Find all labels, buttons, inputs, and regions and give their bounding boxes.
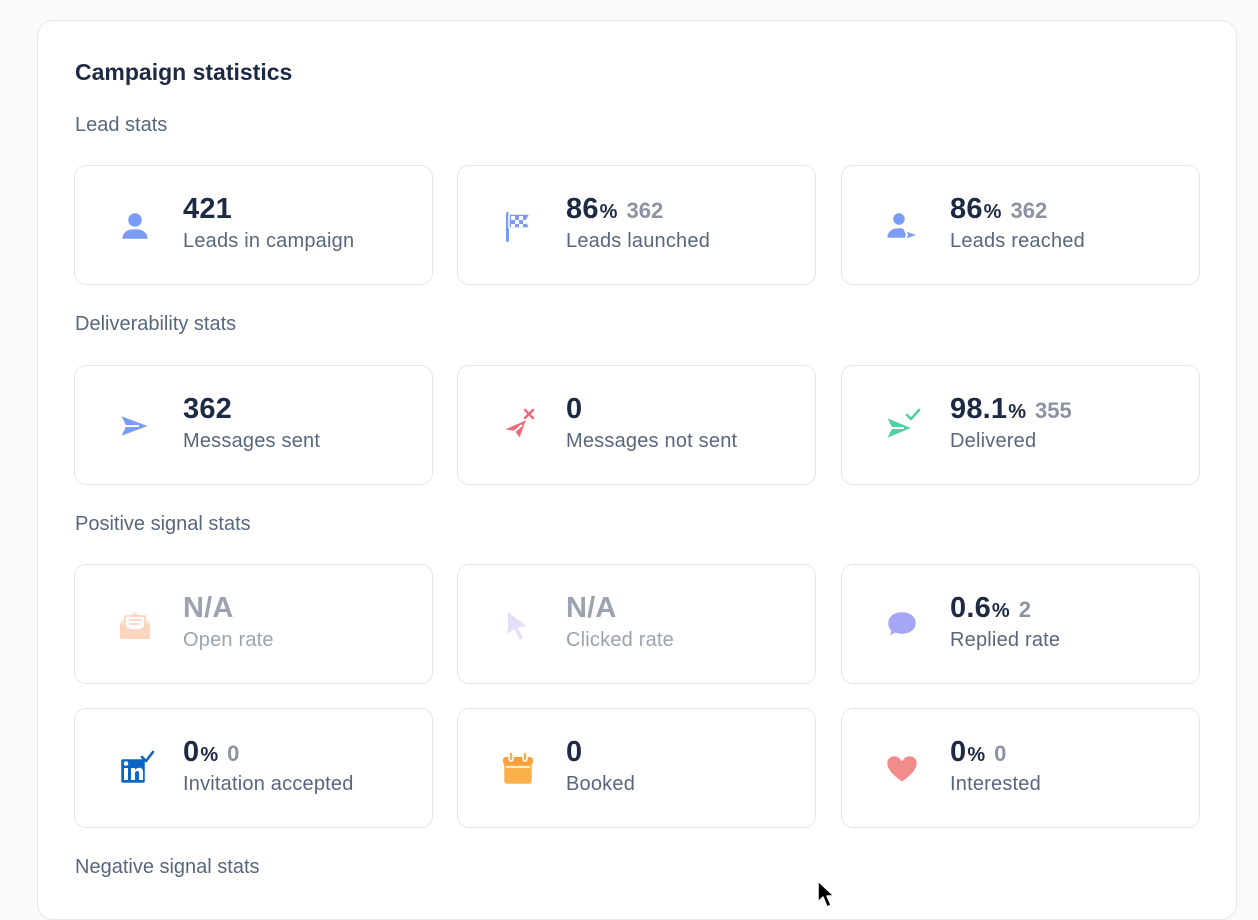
metric-label: Leads in campaign	[183, 230, 355, 252]
card-clicked-rate: N/A Clicked rate	[457, 564, 816, 684]
metric-label: Messages not sent	[566, 430, 738, 452]
metric-value: 362	[183, 393, 232, 425]
metric-label: Invitation accepted	[183, 773, 354, 795]
open-envelope-icon	[115, 605, 155, 645]
metric-label: Leads launched	[566, 230, 711, 252]
metric-label: Messages sent	[183, 430, 321, 452]
section-title-negative-signal-stats: Negative signal stats	[75, 856, 260, 878]
card-open-rate: N/A Open rate	[74, 564, 433, 684]
metric-count: 362	[626, 198, 664, 223]
metric-count: 0	[227, 741, 240, 766]
user-send-icon	[882, 206, 922, 246]
card-delivered: 98.1 % 355 Delivered	[841, 365, 1200, 485]
card-leads-launched: 86 % 362 Leads launched	[457, 165, 816, 285]
section-title-positive-signal-stats: Positive signal stats	[75, 513, 251, 535]
checkered-flag-icon	[498, 206, 538, 246]
metric-percent-sign: %	[599, 201, 618, 223]
panel-title: Campaign statistics	[75, 59, 293, 85]
metric-label: Interested	[950, 773, 1041, 795]
metric-value: N/A	[183, 592, 234, 624]
mouse-pointer-icon	[817, 880, 835, 908]
metric-percent-sign: %	[983, 201, 1002, 223]
metric-value: 421	[183, 193, 232, 225]
metric-value: 86	[950, 193, 983, 225]
metric-count: 362	[1010, 198, 1048, 223]
cursor-click-icon	[498, 605, 538, 645]
user-icon	[115, 206, 155, 246]
paper-plane-failed-icon	[498, 406, 538, 446]
card-messages-sent: 362 Messages sent	[74, 365, 433, 485]
metric-percent-sign: %	[1008, 401, 1027, 423]
metric-percent-sign: %	[967, 744, 986, 766]
campaign-statistics-panel: Campaign statistics Lead stats 421 Leads…	[37, 20, 1237, 920]
card-invitation-accepted: 0 % 0 Invitation accepted	[74, 708, 433, 828]
card-replied-rate: 0.6 % 2 Replied rate	[841, 564, 1200, 684]
metric-value: 98.1	[950, 393, 1008, 425]
card-leads-in-campaign: 421 Leads in campaign	[74, 165, 433, 285]
section-title-lead-stats: Lead stats	[75, 114, 168, 136]
metric-label: Open rate	[183, 629, 274, 651]
section-title-deliverability-stats: Deliverability stats	[75, 313, 237, 335]
card-interested: 0 % 0 Interested	[841, 708, 1200, 828]
heart-icon	[882, 749, 922, 789]
calendar-icon	[498, 749, 538, 789]
metric-percent-sign: %	[200, 744, 219, 766]
metric-label: Booked	[566, 773, 636, 795]
chat-bubble-icon	[882, 605, 922, 645]
metric-value: 0	[183, 736, 200, 768]
metric-value: 0	[566, 393, 583, 425]
metric-value: 0	[566, 736, 583, 768]
metric-count: 0	[994, 741, 1007, 766]
metric-label: Leads reached	[950, 230, 1085, 252]
card-booked: 0 Booked	[457, 708, 816, 828]
metric-value: 0.6	[950, 592, 991, 624]
metric-label: Clicked rate	[566, 629, 674, 651]
metric-label: Delivered	[950, 430, 1037, 452]
linkedin-check-icon	[115, 749, 155, 789]
metric-value: 86	[566, 193, 599, 225]
card-messages-not-sent: 0 Messages not sent	[457, 365, 816, 485]
metric-count: 2	[1018, 597, 1031, 622]
metric-percent-sign: %	[991, 600, 1010, 622]
metric-value: N/A	[566, 592, 617, 624]
card-leads-reached: 86 % 362 Leads reached	[841, 165, 1200, 285]
metric-count: 355	[1035, 398, 1072, 423]
metric-label: Replied rate	[950, 629, 1061, 651]
metric-value: 0	[950, 736, 967, 768]
paper-plane-check-icon	[882, 406, 922, 446]
paper-plane-icon	[115, 406, 155, 446]
